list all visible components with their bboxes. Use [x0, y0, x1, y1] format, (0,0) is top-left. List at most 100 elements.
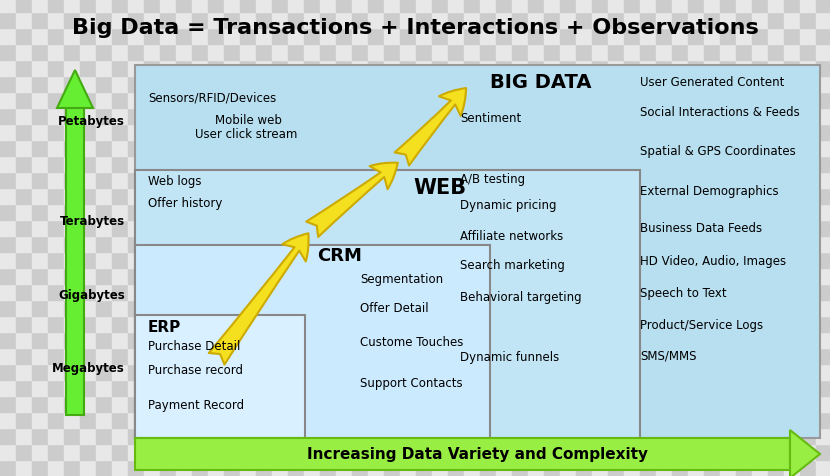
Bar: [544, 284, 560, 300]
Bar: [752, 268, 768, 284]
Bar: [448, 364, 464, 380]
Bar: [32, 412, 48, 428]
Bar: [384, 268, 400, 284]
Bar: [544, 172, 560, 188]
Bar: [720, 348, 736, 364]
Bar: [544, 188, 560, 204]
Bar: [288, 332, 304, 348]
Bar: [672, 108, 688, 124]
Bar: [112, 220, 128, 236]
Bar: [528, 460, 544, 476]
Bar: [512, 172, 528, 188]
Bar: [240, 0, 256, 12]
Bar: [768, 108, 784, 124]
Bar: [416, 284, 432, 300]
Bar: [240, 300, 256, 316]
Bar: [288, 300, 304, 316]
Bar: [48, 412, 64, 428]
Bar: [736, 124, 752, 140]
Bar: [64, 316, 80, 332]
Bar: [720, 44, 736, 60]
Bar: [224, 204, 240, 220]
Bar: [480, 172, 496, 188]
Bar: [320, 92, 336, 108]
Bar: [784, 428, 800, 444]
Bar: [272, 444, 288, 460]
Bar: [640, 108, 656, 124]
Bar: [32, 252, 48, 268]
Bar: [752, 28, 768, 44]
Bar: [784, 284, 800, 300]
Bar: [128, 220, 144, 236]
Bar: [80, 204, 96, 220]
Bar: [16, 284, 32, 300]
Bar: [400, 44, 416, 60]
Bar: [608, 428, 624, 444]
Bar: [0, 92, 16, 108]
Bar: [768, 44, 784, 60]
Bar: [640, 124, 656, 140]
Bar: [416, 172, 432, 188]
Bar: [656, 316, 672, 332]
Bar: [272, 108, 288, 124]
Bar: [512, 412, 528, 428]
Bar: [528, 236, 544, 252]
Bar: [160, 460, 176, 476]
Bar: [384, 172, 400, 188]
Bar: [208, 284, 224, 300]
Bar: [800, 380, 816, 396]
Bar: [432, 0, 448, 12]
Bar: [304, 44, 320, 60]
Bar: [752, 204, 768, 220]
Bar: [384, 396, 400, 412]
Bar: [800, 444, 816, 460]
Bar: [448, 332, 464, 348]
Bar: [640, 0, 656, 12]
Bar: [272, 0, 288, 12]
Bar: [16, 332, 32, 348]
Bar: [560, 140, 576, 156]
Bar: [608, 396, 624, 412]
Text: External Demographics: External Demographics: [640, 185, 779, 198]
Bar: [224, 268, 240, 284]
Bar: [752, 316, 768, 332]
Bar: [560, 364, 576, 380]
Bar: [192, 188, 208, 204]
Bar: [448, 108, 464, 124]
Bar: [640, 460, 656, 476]
Bar: [432, 44, 448, 60]
Bar: [192, 236, 208, 252]
Bar: [816, 172, 830, 188]
Bar: [768, 332, 784, 348]
Bar: [48, 28, 64, 44]
Bar: [320, 140, 336, 156]
Bar: [320, 284, 336, 300]
Bar: [144, 284, 160, 300]
Bar: [656, 92, 672, 108]
Bar: [80, 412, 96, 428]
Bar: [624, 364, 640, 380]
Bar: [784, 108, 800, 124]
Text: Dynamic funnels: Dynamic funnels: [460, 351, 559, 365]
Bar: [64, 220, 80, 236]
Bar: [32, 124, 48, 140]
Bar: [256, 412, 272, 428]
Bar: [576, 428, 592, 444]
Bar: [224, 44, 240, 60]
Bar: [336, 44, 352, 60]
Bar: [528, 156, 544, 172]
Bar: [496, 156, 512, 172]
Bar: [480, 284, 496, 300]
Bar: [288, 364, 304, 380]
Bar: [304, 316, 320, 332]
Bar: [416, 204, 432, 220]
Bar: [448, 172, 464, 188]
Bar: [816, 348, 830, 364]
Bar: [400, 236, 416, 252]
Bar: [64, 108, 80, 124]
Bar: [512, 156, 528, 172]
Bar: [0, 108, 16, 124]
Bar: [496, 172, 512, 188]
Bar: [784, 172, 800, 188]
Bar: [512, 44, 528, 60]
